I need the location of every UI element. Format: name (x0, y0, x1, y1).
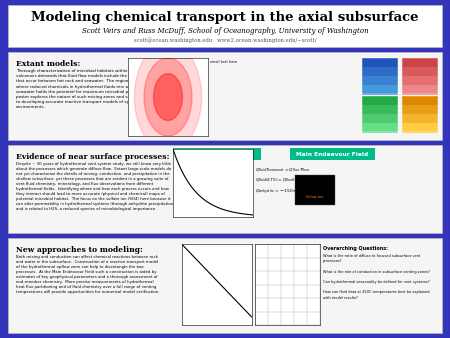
Text: Thorough characterization of microbial habitats within submarine
volcanoes deman: Thorough characterization of microbial h… (16, 69, 169, 110)
Bar (362, 76, 398, 86)
Text: small text here: small text here (210, 60, 237, 64)
Text: $Q_{fluid}T_{seamount} = Q_{floor}T_{floor}$: $Q_{fluid}T_{seamount} = Q_{floor}T_{flo… (255, 167, 311, 174)
Bar (290, 148, 375, 160)
FancyBboxPatch shape (8, 238, 442, 333)
Bar (402, 105, 438, 115)
Text: Evidence of near surface processes:: Evidence of near surface processes: (16, 153, 170, 161)
Bar (402, 123, 438, 132)
Bar (362, 67, 398, 76)
Text: follow me: follow me (306, 195, 324, 199)
FancyBboxPatch shape (8, 5, 442, 47)
Bar (362, 58, 398, 68)
FancyBboxPatch shape (8, 145, 442, 233)
Bar (362, 114, 398, 123)
Text: Galapagos Vent Field: Galapagos Vent Field (182, 151, 252, 156)
Text: Extant models:: Extant models: (16, 60, 81, 68)
Bar (402, 114, 438, 123)
Bar (402, 76, 438, 86)
Polygon shape (135, 42, 202, 152)
Bar (173, 148, 261, 160)
Polygon shape (144, 58, 192, 136)
Text: New approaches to modeling:: New approaches to modeling: (16, 246, 143, 254)
Text: $Q_{fluid}(275) = Q_{fluid}(350)$: $Q_{fluid}(275) = Q_{fluid}(350)$ (255, 177, 306, 184)
Bar (402, 85, 438, 95)
Bar (362, 96, 398, 105)
Bar (362, 105, 398, 115)
Text: Main Endeavour Field: Main Endeavour Field (297, 151, 369, 156)
FancyBboxPatch shape (8, 52, 442, 140)
Polygon shape (153, 74, 182, 120)
Text: Modeling chemical transport in the axial subsurface: Modeling chemical transport in the axial… (31, 11, 419, 24)
Bar (402, 67, 438, 76)
Bar (362, 58, 398, 94)
Text: What is the ratio of diffuse to focused subsurface vent
processes?

What is the : What is the ratio of diffuse to focused … (323, 254, 430, 299)
Bar (402, 58, 438, 94)
Bar (362, 85, 398, 95)
Text: Scott Veirs and Russ McDuff, School of Oceanography, University of Washington: Scott Veirs and Russ McDuff, School of O… (82, 27, 368, 35)
Bar (402, 96, 438, 105)
Text: Overarching Questions:: Overarching Questions: (323, 246, 387, 251)
Bar (362, 123, 398, 132)
Text: $Q_{anhydrite} = -150_{mW}$: $Q_{anhydrite} = -150_{mW}$ (255, 187, 301, 196)
Bar (295, 175, 335, 205)
Bar (402, 58, 438, 68)
Text: Despite ~ 30 years of hydrothermal vent system study, we still know very little
: Despite ~ 30 years of hydrothermal vent … (16, 162, 175, 212)
Bar (362, 96, 398, 132)
Text: scott@ocean.washington.edu   www2.ocean.washington.edu/~scott/: scott@ocean.washington.edu www2.ocean.wa… (134, 38, 316, 43)
Text: Both mixing and conduction can affect chemical reactions between rock
and water : Both mixing and conduction can affect ch… (16, 255, 159, 294)
Bar (402, 96, 438, 132)
